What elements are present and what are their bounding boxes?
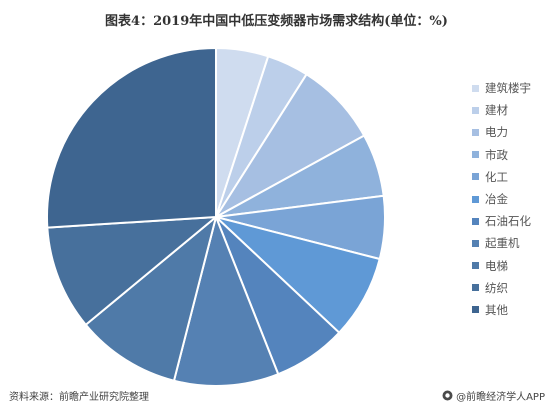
- pie-slices: [45, 46, 387, 387]
- legend-swatch: [472, 217, 479, 225]
- legend-swatch: [472, 151, 479, 159]
- legend-swatch: [472, 84, 479, 92]
- brand-credit: @前瞻经济学人APP: [442, 388, 545, 403]
- legend-label: 市政: [485, 147, 508, 162]
- legend-label: 电力: [485, 125, 508, 140]
- legend-item-6: 冶金: [472, 188, 550, 210]
- source-note: 资料来源：前瞻产业研究院整理: [9, 392, 149, 403]
- legend-swatch: [472, 173, 479, 181]
- legend-label: 建筑楼宇: [485, 81, 531, 96]
- legend-item-3: 电力: [472, 121, 550, 143]
- chart-title: 图表4：2019年中国中低压变频器市场需求结构(单位：%): [105, 14, 448, 29]
- legend-swatch: [472, 262, 479, 270]
- legend-item-10: 纺织: [472, 277, 550, 299]
- legend-label: 电梯: [485, 258, 508, 273]
- legend-item-9: 电梯: [472, 255, 550, 277]
- legend-item-4: 市政: [472, 144, 550, 166]
- pie-slice-9: [84, 214, 218, 382]
- legend-label: 石油石化: [485, 214, 531, 229]
- pie-slice-8: [172, 213, 280, 387]
- legend-label: 建材: [485, 103, 508, 118]
- brand-logo-icon: [442, 390, 453, 401]
- legend-item-2: 建材: [472, 99, 550, 121]
- legend-label: 其他: [485, 302, 508, 317]
- legend-swatch: [472, 195, 479, 203]
- legend-item-8: 起重机: [472, 232, 550, 254]
- legend-swatch: [472, 128, 479, 136]
- legend-swatch: [472, 306, 479, 314]
- legend-item-5: 化工: [472, 166, 550, 188]
- legend-label: 冶金: [485, 192, 508, 207]
- pie-slice-11: [45, 46, 217, 229]
- legend-swatch: [472, 106, 479, 114]
- chart-legend: 建筑楼宇建材电力市政化工冶金石油石化起重机电梯纺织其他: [472, 77, 550, 321]
- legend-item-1: 建筑楼宇: [472, 77, 550, 99]
- legend-swatch: [472, 284, 479, 292]
- legend-swatch: [472, 239, 479, 247]
- legend-item-7: 石油石化: [472, 210, 550, 232]
- legend-label: 化工: [485, 169, 508, 184]
- legend-label: 起重机: [485, 236, 520, 251]
- pie-slice-10: [46, 215, 220, 327]
- brand-text: @前瞻经济学人APP: [456, 392, 545, 403]
- legend-item-11: 其他: [472, 299, 550, 321]
- legend-label: 纺织: [485, 280, 508, 295]
